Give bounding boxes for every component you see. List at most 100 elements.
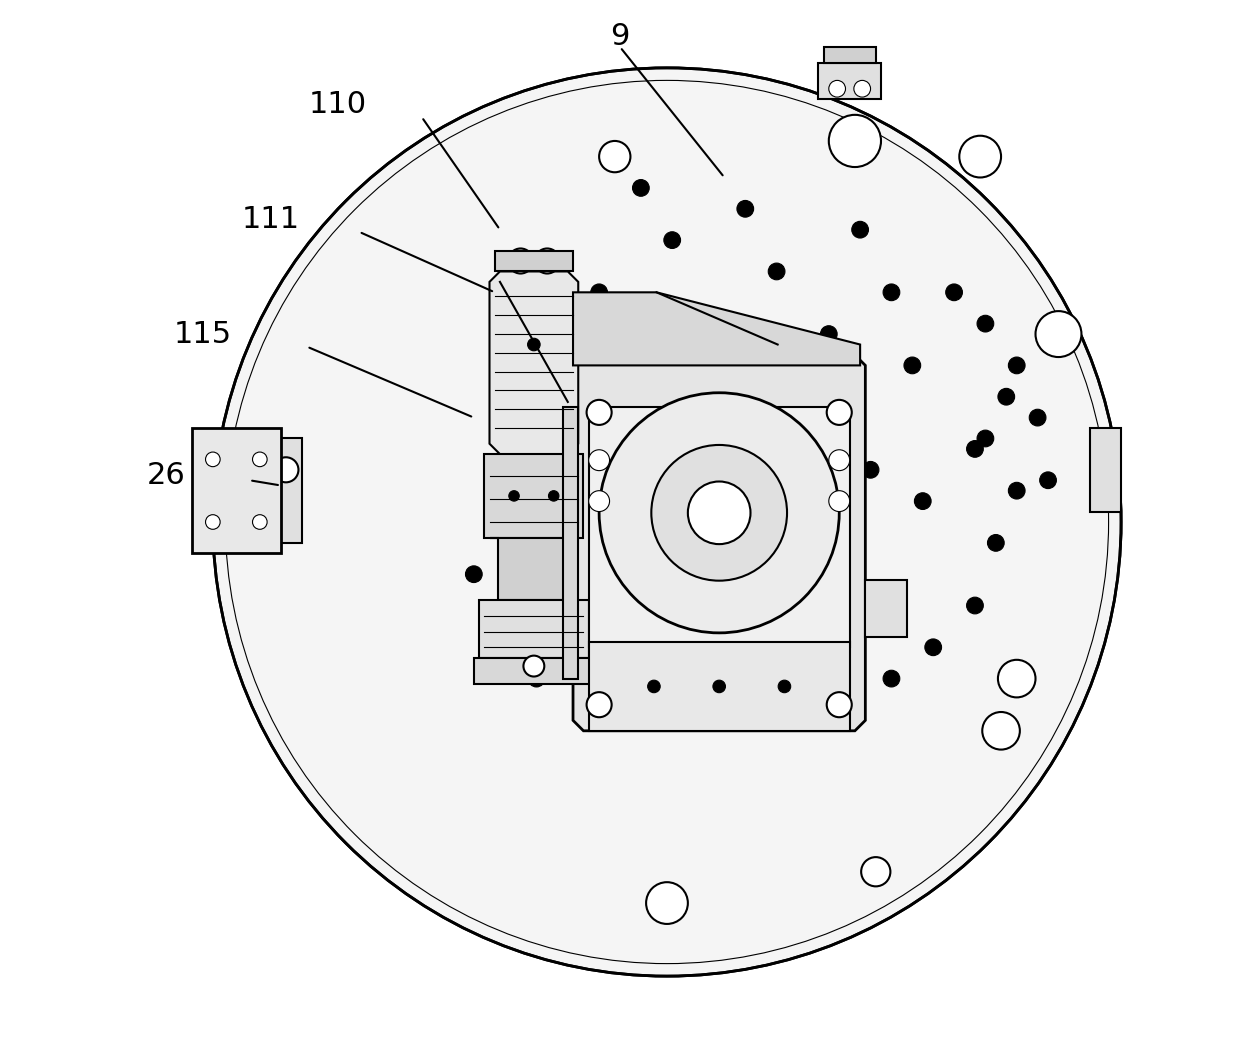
Circle shape xyxy=(663,232,681,248)
Circle shape xyxy=(528,326,544,342)
Circle shape xyxy=(779,681,791,693)
Circle shape xyxy=(206,515,221,529)
Circle shape xyxy=(998,660,1035,697)
Circle shape xyxy=(925,639,941,656)
Text: 115: 115 xyxy=(174,319,232,349)
Circle shape xyxy=(800,691,816,708)
Circle shape xyxy=(841,409,858,426)
Circle shape xyxy=(632,336,650,353)
Circle shape xyxy=(998,388,1014,405)
Circle shape xyxy=(1008,357,1025,374)
Circle shape xyxy=(715,378,733,395)
Circle shape xyxy=(651,445,787,580)
Circle shape xyxy=(827,692,852,717)
Bar xyxy=(474,658,594,684)
Circle shape xyxy=(713,681,725,693)
Circle shape xyxy=(590,430,608,447)
Circle shape xyxy=(810,493,827,509)
Polygon shape xyxy=(490,271,578,454)
Polygon shape xyxy=(573,292,861,365)
Circle shape xyxy=(883,284,900,301)
Circle shape xyxy=(213,68,1121,976)
Bar xyxy=(1090,428,1121,512)
Circle shape xyxy=(647,681,660,693)
Circle shape xyxy=(675,461,691,478)
Circle shape xyxy=(821,326,837,342)
Bar xyxy=(823,47,875,63)
Circle shape xyxy=(587,692,611,717)
Circle shape xyxy=(534,248,559,274)
Bar xyxy=(589,642,849,731)
Circle shape xyxy=(769,263,785,280)
Circle shape xyxy=(599,141,630,172)
Circle shape xyxy=(854,80,870,97)
Circle shape xyxy=(982,712,1019,750)
Circle shape xyxy=(587,400,611,425)
Circle shape xyxy=(946,284,962,301)
Circle shape xyxy=(507,545,525,562)
Polygon shape xyxy=(490,538,578,600)
Circle shape xyxy=(273,457,299,482)
Circle shape xyxy=(828,491,849,512)
Circle shape xyxy=(508,491,520,501)
Bar xyxy=(485,454,584,538)
Circle shape xyxy=(253,452,267,467)
Circle shape xyxy=(828,115,880,167)
Bar xyxy=(495,251,573,271)
Circle shape xyxy=(497,493,513,509)
Circle shape xyxy=(646,882,688,924)
Circle shape xyxy=(828,450,849,471)
Circle shape xyxy=(696,305,712,322)
Circle shape xyxy=(904,357,920,374)
Bar xyxy=(818,63,880,99)
Bar xyxy=(866,580,908,637)
Circle shape xyxy=(827,400,852,425)
Circle shape xyxy=(862,461,879,478)
Circle shape xyxy=(967,597,983,614)
Circle shape xyxy=(528,670,544,687)
Circle shape xyxy=(523,656,544,677)
Circle shape xyxy=(590,284,608,301)
Bar xyxy=(479,600,589,658)
Circle shape xyxy=(465,566,482,583)
Circle shape xyxy=(1035,311,1081,357)
Circle shape xyxy=(688,481,750,544)
Circle shape xyxy=(589,491,610,512)
Polygon shape xyxy=(573,355,866,731)
Circle shape xyxy=(507,441,525,457)
Bar xyxy=(275,438,301,543)
Circle shape xyxy=(549,378,565,395)
Circle shape xyxy=(737,200,754,217)
Circle shape xyxy=(548,491,559,501)
Circle shape xyxy=(883,670,900,687)
Circle shape xyxy=(828,80,846,97)
Circle shape xyxy=(599,393,839,633)
Circle shape xyxy=(967,441,983,457)
Circle shape xyxy=(696,702,712,718)
Circle shape xyxy=(987,535,1004,551)
Polygon shape xyxy=(589,407,849,647)
Circle shape xyxy=(861,857,890,886)
Circle shape xyxy=(1029,409,1047,426)
Circle shape xyxy=(977,430,993,447)
Circle shape xyxy=(1039,472,1056,489)
Text: 9: 9 xyxy=(610,22,630,51)
Circle shape xyxy=(527,338,541,351)
Circle shape xyxy=(486,618,503,635)
Circle shape xyxy=(611,691,629,708)
Circle shape xyxy=(1008,482,1025,499)
Bar xyxy=(192,428,280,553)
Circle shape xyxy=(589,450,610,471)
Circle shape xyxy=(914,493,931,509)
Circle shape xyxy=(632,180,650,196)
Bar xyxy=(563,407,578,679)
Circle shape xyxy=(253,515,267,529)
Circle shape xyxy=(508,248,533,274)
Circle shape xyxy=(977,315,993,332)
Circle shape xyxy=(960,136,1001,177)
Text: 110: 110 xyxy=(309,90,367,119)
Text: 26: 26 xyxy=(146,460,185,490)
Circle shape xyxy=(852,221,868,238)
Circle shape xyxy=(748,430,764,447)
Text: 111: 111 xyxy=(242,205,299,234)
